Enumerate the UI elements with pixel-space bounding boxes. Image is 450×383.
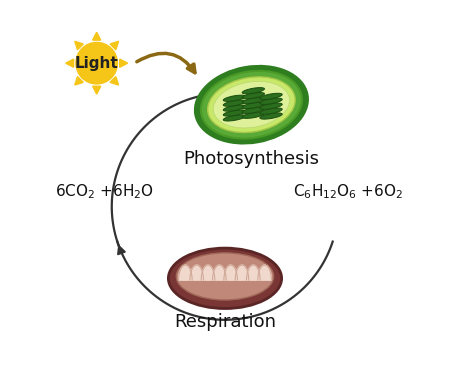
Ellipse shape [260, 98, 282, 105]
Ellipse shape [242, 97, 265, 104]
Text: 6CO$_2$ +6H$_2$O: 6CO$_2$ +6H$_2$O [55, 182, 154, 201]
Polygon shape [212, 265, 226, 280]
Polygon shape [247, 265, 260, 280]
Ellipse shape [242, 112, 265, 118]
Ellipse shape [242, 107, 265, 113]
Ellipse shape [223, 105, 246, 111]
Polygon shape [190, 265, 203, 280]
Ellipse shape [176, 253, 274, 300]
Polygon shape [120, 59, 128, 67]
Ellipse shape [260, 93, 282, 100]
Ellipse shape [260, 108, 282, 114]
Ellipse shape [195, 66, 307, 143]
Polygon shape [110, 77, 118, 85]
Polygon shape [75, 77, 83, 85]
Polygon shape [235, 265, 249, 280]
Polygon shape [66, 59, 74, 67]
Circle shape [76, 43, 117, 84]
Ellipse shape [208, 77, 295, 133]
Ellipse shape [242, 88, 265, 94]
Text: Respiration: Respiration [174, 313, 276, 331]
Polygon shape [93, 32, 101, 40]
Polygon shape [201, 265, 215, 280]
Polygon shape [75, 41, 83, 50]
Ellipse shape [168, 248, 282, 309]
Polygon shape [179, 265, 192, 280]
Ellipse shape [223, 100, 246, 106]
Polygon shape [93, 86, 101, 94]
Polygon shape [110, 41, 118, 50]
Polygon shape [258, 265, 271, 280]
Ellipse shape [242, 102, 265, 108]
Ellipse shape [242, 93, 265, 99]
Text: Light: Light [75, 56, 118, 71]
Ellipse shape [201, 71, 302, 139]
Text: Photosynthesis: Photosynthesis [184, 151, 320, 169]
Ellipse shape [260, 113, 282, 119]
Ellipse shape [223, 110, 246, 116]
Ellipse shape [260, 103, 282, 109]
Ellipse shape [223, 115, 246, 121]
Ellipse shape [223, 95, 246, 101]
Ellipse shape [213, 82, 289, 128]
Polygon shape [224, 265, 238, 280]
Text: C$_6$H$_{12}$O$_6$ +6O$_2$: C$_6$H$_{12}$O$_6$ +6O$_2$ [293, 182, 403, 201]
